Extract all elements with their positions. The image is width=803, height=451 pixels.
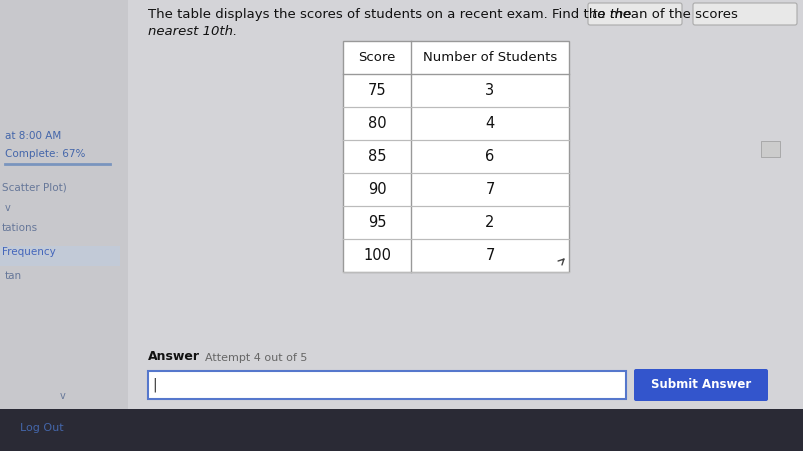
Text: Frequency: Frequency — [2, 247, 55, 257]
Text: 75: 75 — [367, 83, 385, 98]
Text: Answer: Answer — [148, 350, 200, 363]
FancyBboxPatch shape — [634, 369, 767, 401]
Text: Log Out: Log Out — [20, 423, 63, 433]
FancyBboxPatch shape — [587, 3, 681, 25]
Text: v: v — [60, 391, 66, 401]
FancyBboxPatch shape — [0, 246, 120, 266]
Text: 2: 2 — [485, 215, 494, 230]
Text: v: v — [5, 203, 10, 213]
FancyBboxPatch shape — [760, 141, 779, 157]
FancyBboxPatch shape — [0, 409, 803, 451]
Text: |: | — [152, 378, 157, 392]
Text: 7: 7 — [485, 182, 494, 197]
Text: Attempt 4 out of 5: Attempt 4 out of 5 — [205, 353, 307, 363]
FancyBboxPatch shape — [692, 3, 796, 25]
Text: Score: Score — [358, 51, 395, 64]
FancyBboxPatch shape — [0, 0, 128, 451]
Text: to the: to the — [592, 8, 631, 21]
FancyBboxPatch shape — [343, 41, 569, 272]
Text: 100: 100 — [362, 248, 390, 263]
Text: 90: 90 — [367, 182, 385, 197]
Text: 4: 4 — [485, 116, 494, 131]
Text: Complete: 67%: Complete: 67% — [5, 149, 85, 159]
Text: 6: 6 — [485, 149, 494, 164]
Text: at 8:00 AM: at 8:00 AM — [5, 131, 61, 141]
Text: 3: 3 — [485, 83, 494, 98]
Text: tations: tations — [2, 223, 38, 233]
Text: 80: 80 — [367, 116, 385, 131]
Text: 95: 95 — [367, 215, 385, 230]
Text: The table displays the scores of students on a recent exam. Find the mean of the: The table displays the scores of student… — [148, 8, 741, 21]
Text: tan: tan — [5, 271, 22, 281]
Text: 7: 7 — [485, 248, 494, 263]
Text: Submit Answer: Submit Answer — [650, 378, 750, 391]
Text: Number of Students: Number of Students — [422, 51, 556, 64]
FancyBboxPatch shape — [148, 371, 626, 399]
Text: 85: 85 — [367, 149, 385, 164]
Text: nearest 10th.: nearest 10th. — [148, 25, 237, 38]
Text: Scatter Plot): Scatter Plot) — [2, 183, 67, 193]
